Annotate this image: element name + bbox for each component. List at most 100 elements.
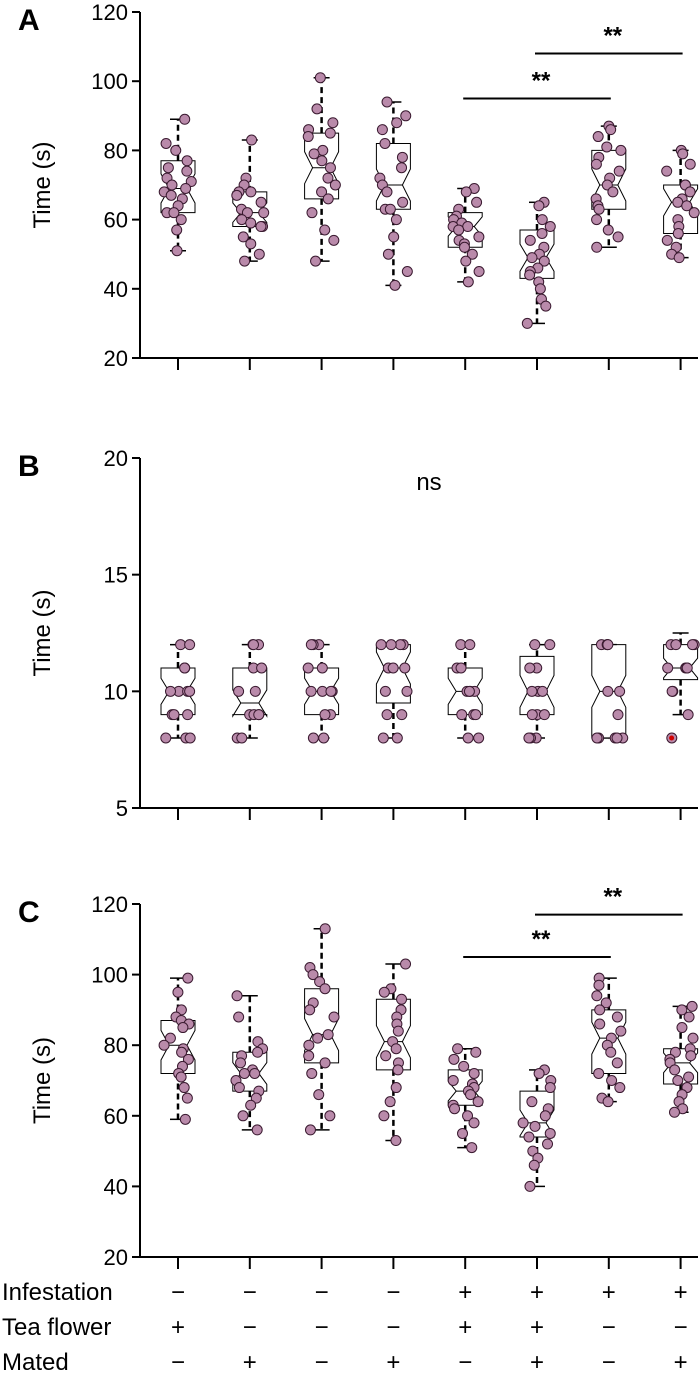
data-point — [462, 221, 474, 233]
data-point — [669, 1046, 681, 1058]
data-point — [377, 732, 389, 744]
data-point — [536, 685, 548, 697]
data-point — [304, 1124, 316, 1136]
data-point — [523, 1131, 535, 1143]
data-point — [302, 662, 314, 674]
data-point — [542, 1138, 554, 1150]
condition-minus: − — [171, 1349, 185, 1376]
data-point — [179, 662, 191, 674]
panel-letter: B — [18, 450, 40, 483]
data-point — [324, 1110, 336, 1122]
data-point — [686, 1000, 698, 1012]
data-point — [394, 639, 406, 651]
data-point — [457, 1127, 469, 1139]
data-point — [177, 1022, 189, 1034]
data-point — [684, 158, 696, 170]
data-point — [612, 231, 624, 243]
data-point — [464, 639, 476, 651]
data-point — [601, 141, 613, 153]
data-point — [594, 1018, 606, 1030]
data-point — [593, 979, 605, 991]
data-point — [607, 186, 619, 198]
y-tick-label: 120 — [91, 892, 128, 917]
data-point — [681, 662, 693, 674]
data-point — [593, 203, 605, 215]
data-point — [458, 1060, 470, 1072]
data-point — [382, 248, 394, 260]
data-point — [378, 1110, 390, 1122]
data-point — [526, 252, 538, 264]
data-point — [448, 1053, 460, 1065]
data-point — [602, 639, 614, 651]
data-point — [466, 248, 478, 260]
data-point — [453, 224, 465, 236]
data-point — [238, 1067, 250, 1079]
data-point — [231, 189, 243, 201]
significance-label: ** — [603, 23, 622, 50]
data-point — [251, 1124, 263, 1136]
data-point — [165, 189, 177, 201]
y-tick-label: 15 — [104, 563, 128, 588]
data-point — [536, 227, 548, 239]
condition-minus: − — [602, 1314, 616, 1341]
data-point — [307, 969, 319, 981]
data-point — [594, 1004, 606, 1016]
data-point — [172, 986, 184, 998]
data-point — [311, 103, 323, 115]
data-point — [390, 214, 402, 226]
data-point — [316, 662, 328, 674]
data-point — [666, 685, 678, 697]
condition-minus: − — [243, 1279, 257, 1306]
data-point — [544, 639, 556, 651]
data-point — [591, 241, 603, 253]
data-point — [529, 1120, 541, 1132]
data-point — [538, 709, 550, 721]
data-point — [237, 1110, 249, 1122]
data-point — [517, 1117, 529, 1129]
data-point — [592, 131, 604, 143]
data-point — [252, 1046, 264, 1058]
data-point — [176, 1046, 188, 1058]
data-point — [533, 1067, 545, 1079]
data-point — [401, 266, 413, 277]
data-point — [602, 1096, 614, 1108]
data-point — [175, 639, 187, 651]
condition-plus: + — [674, 1349, 688, 1376]
condition-label: Mated — [2, 1349, 69, 1376]
data-point — [182, 1053, 194, 1065]
data-point — [384, 1096, 396, 1108]
data-point — [322, 1029, 334, 1041]
condition-plus: + — [171, 1314, 185, 1341]
data-point — [375, 639, 387, 651]
condition-minus: − — [386, 1279, 400, 1306]
data-point — [539, 1110, 551, 1122]
data-point — [460, 255, 472, 267]
y-tick-label: 40 — [104, 277, 128, 302]
y-tick-label: 120 — [91, 0, 128, 25]
data-point — [303, 1050, 315, 1062]
data-point — [181, 165, 193, 177]
data-point — [246, 134, 258, 146]
data-point — [677, 148, 689, 160]
data-point — [181, 1092, 193, 1104]
y-tick-label: 20 — [104, 346, 128, 371]
data-point — [231, 990, 243, 1002]
y-tick-label: 20 — [104, 1245, 128, 1270]
data-point — [661, 234, 673, 246]
data-point — [182, 972, 194, 984]
data-point — [662, 662, 674, 674]
data-point — [233, 1082, 245, 1094]
data-point — [687, 1032, 699, 1044]
data-point — [473, 266, 485, 277]
data-point — [160, 732, 172, 744]
data-point — [528, 1159, 540, 1171]
data-point — [255, 221, 267, 233]
data-point — [327, 117, 339, 129]
condition-minus: − — [315, 1349, 329, 1376]
condition-plus: + — [530, 1314, 544, 1341]
data-point — [460, 186, 472, 198]
data-point — [526, 685, 538, 697]
condition-plus: + — [386, 1349, 400, 1376]
data-point — [462, 732, 474, 744]
